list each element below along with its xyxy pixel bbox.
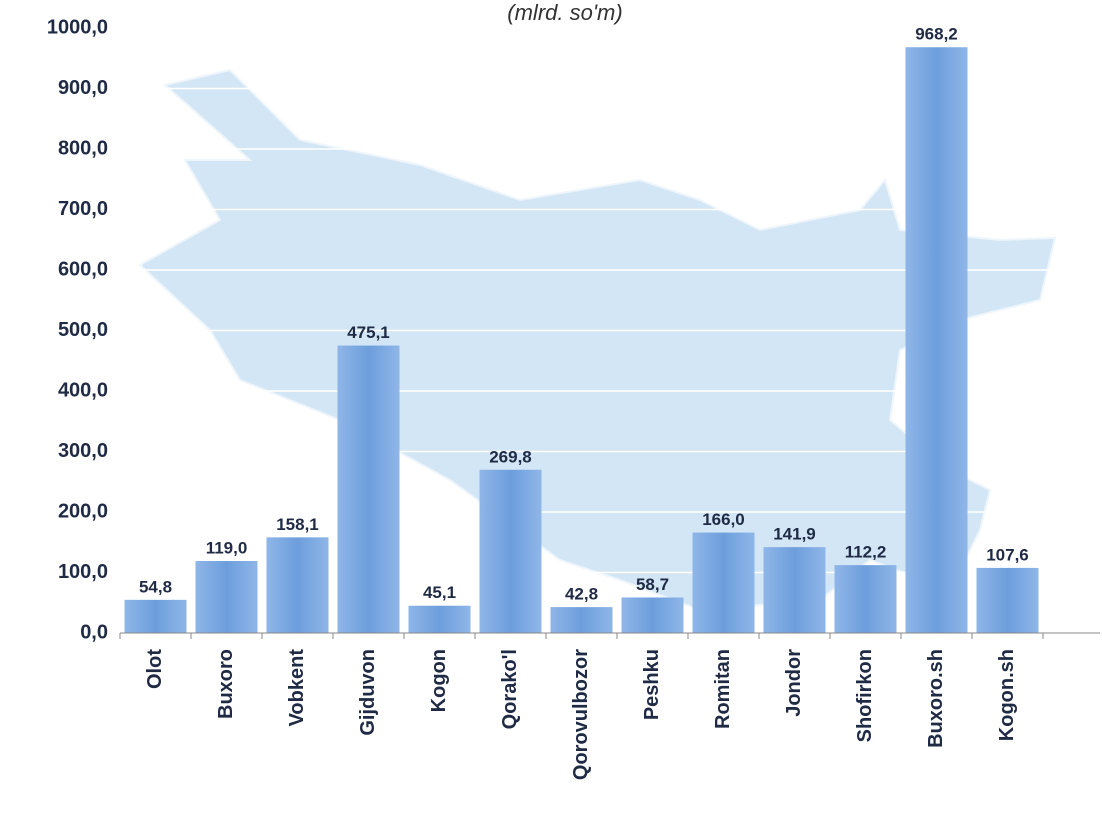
y-tick-label: 100,0: [58, 561, 108, 583]
value-label: 119,0: [206, 538, 248, 557]
bar: [408, 605, 471, 633]
y-tick-label: 0,0: [80, 621, 108, 643]
value-label: 112,2: [845, 543, 887, 562]
y-tick-label: 800,0: [58, 137, 108, 159]
x-tick-label: Buxoro.sh: [925, 649, 947, 748]
x-tick-label: Peshku: [641, 649, 663, 720]
bar: [195, 561, 258, 633]
value-label: 58,7: [636, 575, 669, 594]
y-tick-label: 700,0: [58, 198, 108, 220]
bar: [976, 567, 1039, 633]
x-tick-label: Shofirkon: [854, 649, 876, 742]
value-label: 158,1: [276, 515, 319, 534]
x-tick-label: Vobkent: [286, 649, 308, 727]
bar: [550, 607, 613, 633]
bar: [124, 599, 187, 633]
x-tick-label: Romitan: [712, 649, 734, 729]
y-tick-label: 900,0: [58, 77, 108, 99]
value-label: 42,8: [565, 585, 598, 604]
value-label: 475,1: [347, 323, 390, 342]
bar: [692, 532, 755, 633]
bar: [266, 537, 329, 633]
x-tick-label: Kogon.sh: [996, 649, 1018, 741]
x-tick-label: Gijduvon: [357, 649, 379, 736]
value-label: 968,2: [915, 25, 958, 44]
y-tick-label: 1000,0: [47, 16, 108, 38]
value-label: 107,6: [986, 545, 1029, 564]
y-tick-label: 300,0: [58, 440, 108, 462]
bar: [905, 47, 968, 633]
value-label: 269,8: [489, 447, 532, 466]
x-tick-label: Jondor: [783, 649, 805, 717]
x-tick-label: Qorako'l: [499, 649, 521, 729]
value-label: 54,8: [139, 577, 172, 596]
bar: [834, 565, 897, 633]
subtitle: (mlrd. so'm): [507, 0, 622, 25]
bar: [479, 469, 542, 633]
y-tick-label: 400,0: [58, 379, 108, 401]
bar: [763, 547, 826, 633]
bar: [337, 345, 400, 633]
value-label: 141,9: [773, 525, 816, 544]
x-tick-label: Olot: [144, 649, 166, 689]
x-tick-label: Qorovulbozor: [570, 649, 592, 780]
x-tick-label: Kogon: [428, 649, 450, 712]
x-tick-label: Buxoro: [215, 649, 237, 719]
value-label: 166,0: [702, 510, 745, 529]
value-label: 45,1: [423, 583, 456, 602]
y-tick-label: 600,0: [58, 258, 108, 280]
bar: [621, 597, 684, 633]
y-tick-label: 200,0: [58, 500, 108, 522]
y-tick-label: 500,0: [58, 319, 108, 341]
